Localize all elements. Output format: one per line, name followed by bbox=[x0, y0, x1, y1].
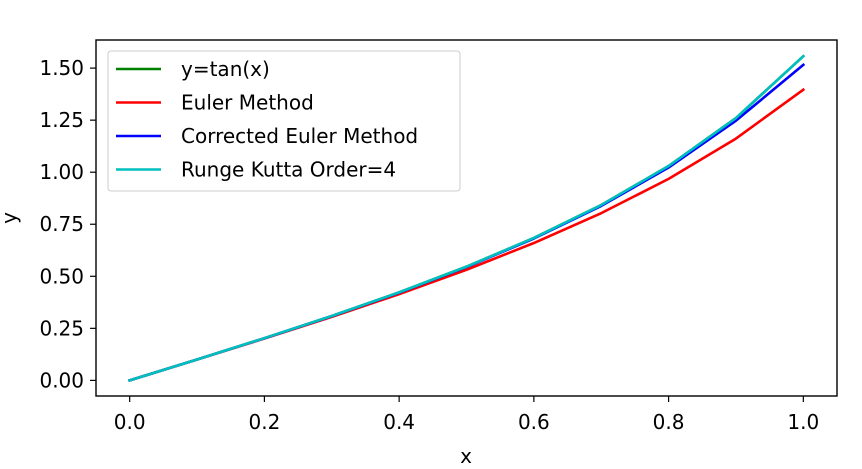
y-axis-label: y bbox=[0, 212, 21, 224]
y-tick-label: 0.00 bbox=[39, 368, 84, 392]
legend: y=tan(x) Euler Method Corrected Euler Meth… bbox=[107, 50, 461, 192]
x-tick-label: 0.4 bbox=[383, 410, 415, 434]
y-tick-label: 0.50 bbox=[39, 264, 84, 288]
legend-box bbox=[107, 50, 461, 192]
legend-label-2: Corrected Euler Method bbox=[181, 124, 418, 148]
x-tick-label: 0.0 bbox=[114, 410, 146, 434]
x-tick-label: 1.0 bbox=[787, 410, 819, 434]
y-tick-label: 0.75 bbox=[39, 212, 84, 236]
x-axis: 0.0 0.2 0.4 0.6 0.8 1.0 bbox=[114, 396, 819, 434]
legend-label-0: y=tan(x) bbox=[181, 57, 270, 81]
y-tick-label: 0.25 bbox=[39, 316, 84, 340]
y-tick-label: 1.00 bbox=[39, 160, 84, 184]
legend-label-3: Runge Kutta Order=4 bbox=[181, 158, 396, 182]
plot-frame bbox=[95, 39, 838, 397]
series-line-3 bbox=[128, 54, 806, 383]
y-tick-label: 1.50 bbox=[39, 56, 84, 80]
legend-label-1: Euler Method bbox=[181, 91, 314, 115]
x-tick-label: 0.6 bbox=[518, 410, 550, 434]
x-axis-label: x bbox=[460, 444, 472, 468]
y-tick-label: 1.25 bbox=[39, 108, 84, 132]
x-tick-label: 0.2 bbox=[249, 410, 281, 434]
y-axis: 0.00 0.25 0.50 0.75 1.00 1.25 1.50 bbox=[39, 56, 96, 392]
x-tick-label: 0.8 bbox=[653, 410, 685, 434]
series-layer bbox=[128, 54, 806, 383]
